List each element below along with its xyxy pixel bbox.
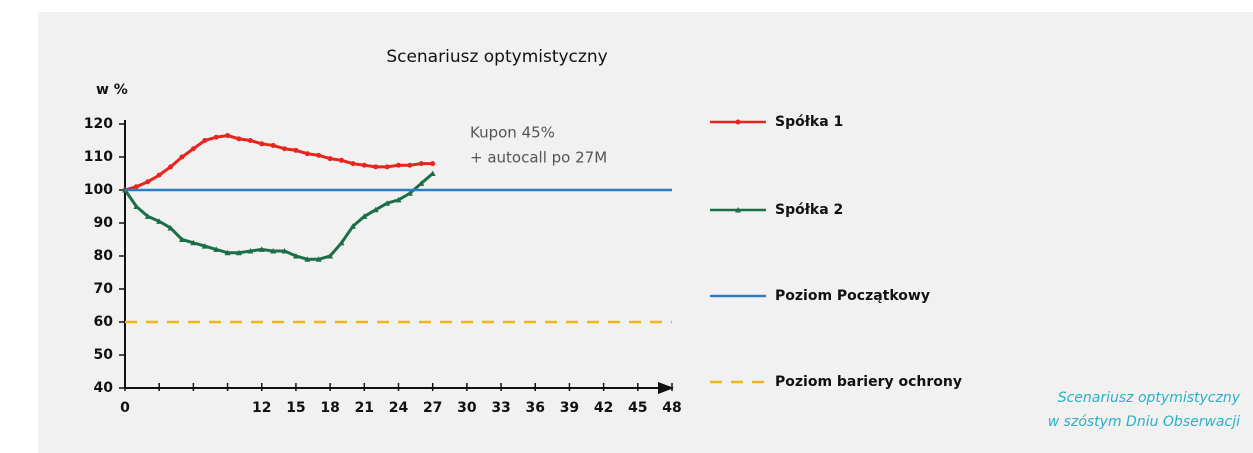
- marker: [407, 162, 413, 168]
- marker: [179, 154, 185, 160]
- y-tick-label: 60: [94, 314, 114, 330]
- marker: [418, 180, 425, 186]
- marker: [282, 146, 288, 152]
- marker: [145, 179, 151, 185]
- chart-title: Scenariusz optymistyczny: [386, 47, 607, 67]
- x-tick-label: 42: [594, 400, 613, 416]
- x-tick-label: 15: [286, 400, 305, 416]
- marker: [202, 138, 208, 143]
- legend-label: Spółka 2: [775, 202, 843, 218]
- marker: [247, 138, 253, 143]
- marker: [361, 162, 367, 168]
- marker: [235, 249, 242, 256]
- marker: [201, 243, 208, 249]
- marker: [156, 218, 163, 224]
- marker: [224, 249, 231, 256]
- marker: [259, 141, 265, 147]
- y-tick-label: 100: [84, 182, 113, 198]
- legend-label: Poziom Początkowy: [775, 288, 930, 304]
- y-tick-label: 50: [94, 347, 114, 363]
- marker: [349, 223, 356, 229]
- marker: [281, 248, 288, 254]
- marker: [338, 239, 345, 246]
- x-tick-label: 27: [423, 400, 442, 416]
- marker: [384, 164, 390, 170]
- x-tick-label: 33: [491, 400, 510, 416]
- marker: [213, 246, 220, 252]
- y-tick-label: 80: [94, 248, 114, 264]
- marker: [133, 184, 139, 190]
- y-tick-label: 90: [94, 215, 114, 231]
- marker: [225, 133, 231, 139]
- marker: [144, 213, 151, 219]
- marker: [372, 206, 379, 213]
- marker: [156, 172, 162, 178]
- x-tick-label: 36: [526, 400, 545, 416]
- marker: [350, 161, 356, 167]
- x-tick-label: 30: [457, 400, 477, 416]
- annotation: + autocall po 27M: [470, 149, 607, 167]
- y-tick-label: 70: [94, 281, 114, 297]
- y-tick-label: 120: [84, 116, 113, 132]
- marker: [418, 161, 424, 167]
- x-tick-label: 21: [355, 400, 374, 416]
- marker: [293, 147, 299, 153]
- marker: [258, 246, 265, 252]
- marker: [247, 248, 254, 254]
- marker: [327, 156, 333, 162]
- x-tick-label: 24: [389, 400, 409, 416]
- marker: [395, 196, 402, 203]
- marker: [133, 203, 140, 209]
- marker: [304, 256, 311, 262]
- marker: [178, 236, 185, 242]
- legend-marker: [735, 119, 741, 125]
- x-tick-label: 0: [120, 400, 130, 416]
- y-axis-label: w %: [96, 82, 128, 98]
- x-axis-arrow: [658, 382, 674, 394]
- marker: [167, 224, 174, 231]
- x-tick-label: 18: [320, 400, 339, 416]
- marker: [373, 164, 379, 170]
- marker: [429, 170, 436, 176]
- marker: [315, 256, 322, 262]
- marker: [292, 253, 299, 259]
- y-tick-label: 40: [94, 380, 114, 396]
- marker: [236, 136, 242, 142]
- marker: [190, 239, 197, 246]
- marker: [304, 151, 310, 157]
- panel: [38, 12, 1253, 453]
- marker: [327, 253, 334, 259]
- legend-marker: [735, 207, 741, 213]
- marker: [384, 200, 391, 206]
- x-tick-label: 39: [560, 400, 579, 416]
- series-line: [124, 134, 433, 192]
- marker: [270, 248, 277, 254]
- series-line: [123, 172, 434, 261]
- marker: [406, 190, 413, 196]
- x-tick-label: 45: [628, 400, 647, 416]
- caption: w szóstym Dniu Obserwacji: [1048, 414, 1240, 430]
- marker: [396, 162, 401, 168]
- marker: [190, 146, 196, 152]
- marker: [430, 161, 436, 167]
- marker: [316, 152, 322, 158]
- marker: [168, 164, 174, 170]
- caption: Scenariusz optymistyczny: [1058, 390, 1241, 406]
- marker: [361, 213, 368, 219]
- y-tick-label: 110: [84, 149, 113, 165]
- marker: [270, 142, 276, 148]
- x-tick-label: 48: [662, 400, 681, 416]
- marker: [213, 134, 219, 140]
- x-tick-label: 12: [252, 400, 271, 416]
- legend-label: Poziom bariery ochrony: [775, 374, 962, 390]
- annotation: Kupon 45%: [470, 124, 555, 142]
- marker: [339, 157, 345, 163]
- legend-label: Spółka 1: [775, 114, 843, 130]
